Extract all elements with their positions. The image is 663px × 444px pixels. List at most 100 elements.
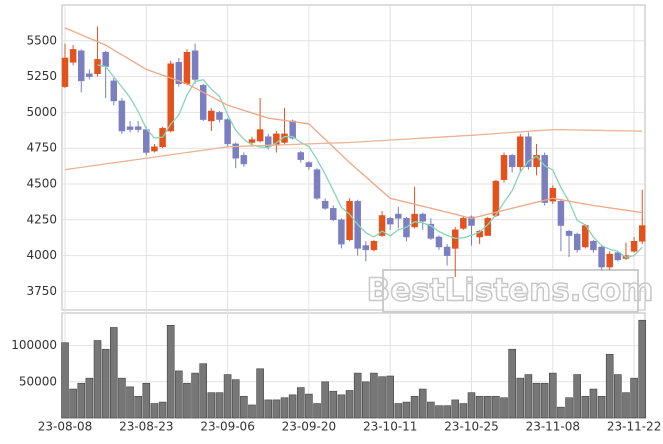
candle-body — [492, 180, 500, 216]
candle-body — [598, 246, 605, 268]
x-tick-label: 23-09-20 — [282, 420, 336, 434]
volume-bar — [248, 404, 256, 419]
candle-body — [533, 155, 540, 168]
volume-bar — [345, 390, 354, 419]
volume-bar — [557, 406, 565, 419]
candle-body — [541, 155, 548, 203]
volume-bar — [240, 395, 248, 419]
volume-bar — [337, 394, 346, 419]
volume-bar — [158, 401, 167, 419]
candle-body — [102, 52, 109, 67]
volume-bar — [264, 399, 273, 419]
candle-body — [573, 233, 581, 251]
volume-bar — [280, 397, 289, 419]
volume-bar — [443, 405, 451, 419]
candle-body — [191, 50, 199, 80]
volume-bar — [418, 388, 427, 419]
candle-body — [549, 188, 557, 202]
volume-bar — [85, 377, 94, 419]
candle-body — [151, 146, 158, 152]
candle-body — [590, 241, 597, 251]
volume-bar — [500, 397, 508, 419]
candle-body — [362, 245, 370, 251]
volume-bar — [166, 325, 175, 419]
volume-bar — [118, 377, 126, 419]
x-tick-label: 23-08-23 — [119, 420, 173, 434]
y-tick-label: 5250 — [26, 69, 57, 83]
candle-body — [167, 63, 174, 132]
y-tick-label: 4500 — [26, 176, 57, 190]
volume-bar — [313, 403, 321, 419]
candle-body — [199, 84, 207, 120]
candle-body — [248, 139, 256, 143]
y-tick-label: 3750 — [26, 284, 57, 298]
volume-bar — [630, 377, 638, 419]
volume-bar — [605, 353, 614, 419]
candle-body — [614, 252, 622, 261]
price-frame — [61, 4, 646, 311]
volume-bar — [191, 372, 199, 419]
volume-bar — [207, 392, 216, 419]
candle-body — [216, 112, 223, 120]
candle-body — [86, 73, 93, 77]
candle-body — [443, 246, 451, 256]
candle-body — [427, 223, 435, 239]
volume-bar — [540, 382, 549, 419]
candle-body — [69, 49, 77, 63]
volume-bar — [467, 392, 476, 419]
volume-bar — [353, 372, 362, 419]
volume-bar — [508, 348, 516, 419]
candle-body — [565, 230, 573, 236]
candle-body — [240, 155, 248, 165]
volume-bar — [109, 327, 118, 419]
volume-bar — [231, 379, 240, 419]
x-tick-label: 23-11-22 — [607, 420, 661, 434]
watermark-box — [382, 269, 639, 313]
candle-body — [606, 253, 613, 268]
volume-bar — [126, 386, 134, 419]
candle-body — [435, 236, 443, 248]
y-tick-label: 100000 — [11, 338, 57, 352]
marks — [61, 26, 647, 419]
volume-bar — [142, 382, 151, 419]
volume-bar — [492, 395, 500, 419]
candle-body — [411, 213, 418, 228]
candle-body — [451, 229, 459, 249]
candle-body — [256, 129, 264, 142]
candle-body — [143, 129, 150, 153]
volume-bar — [61, 342, 69, 419]
y-tick-label: 4250 — [26, 212, 57, 226]
volume-bar — [362, 381, 370, 419]
y-tick-label: 4000 — [26, 248, 57, 262]
candle-body — [638, 225, 646, 242]
candle-body — [175, 62, 183, 85]
candle-body — [61, 57, 69, 87]
volume-bar — [223, 374, 232, 419]
volume-bar — [597, 395, 606, 419]
volume-bar — [215, 392, 224, 419]
volume-bar — [402, 401, 411, 419]
volume-bar — [93, 340, 102, 419]
volume-bar — [516, 377, 525, 419]
x-tick-label: 23-10-25 — [444, 420, 498, 434]
volume-bar — [288, 394, 297, 419]
candle-body — [508, 155, 516, 168]
volume-bar — [134, 395, 142, 419]
candle-body — [265, 136, 272, 148]
volume-bar — [329, 390, 338, 419]
volume-bar — [199, 363, 208, 419]
candle-body — [460, 218, 467, 229]
volume-bar — [589, 388, 598, 419]
moving-average-line — [64, 128, 643, 171]
candle-body — [126, 126, 134, 130]
x-tick-label: 23-08-08 — [38, 420, 92, 434]
volume-bar — [475, 395, 484, 419]
volume-bar — [150, 403, 159, 419]
candle-body — [118, 100, 126, 132]
y-tick-label: 50000 — [19, 374, 57, 388]
volume-bar — [427, 401, 435, 419]
volume-bar — [305, 393, 313, 419]
candle-body — [330, 208, 337, 221]
